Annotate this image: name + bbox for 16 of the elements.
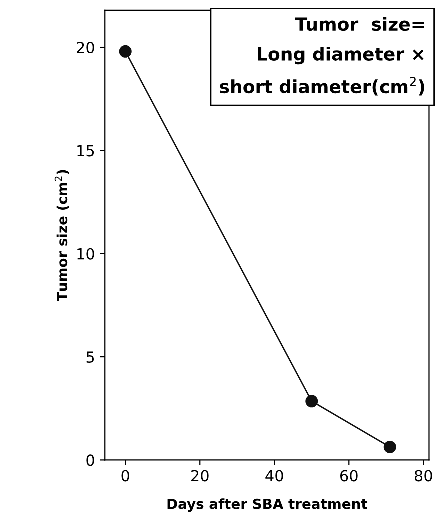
x-tick-label: 0 <box>122 470 130 482</box>
y-tick-label: 0 <box>86 454 94 466</box>
y-tick-label: 10 <box>78 248 94 260</box>
y-axis-title: Tumor size (cm$^{2}$) <box>54 170 70 302</box>
y-tick-label: 20 <box>77 42 94 54</box>
point <box>119 45 132 58</box>
y-tick-label: 15 <box>78 145 94 157</box>
point <box>306 395 318 408</box>
x-tick-label: 20 <box>192 470 209 482</box>
x-axis-title: Days after SBA treatment <box>168 498 368 512</box>
x-tick-label: 80 <box>414 470 432 482</box>
point <box>384 440 396 454</box>
x-tick-label: 40 <box>266 470 284 482</box>
annotation: Tumor size= Long diameter × short diameter(cm$^{2}$) <box>220 17 424 96</box>
x-tick-label: 60 <box>340 470 358 482</box>
y-tick-label: 5 <box>86 352 94 364</box>
